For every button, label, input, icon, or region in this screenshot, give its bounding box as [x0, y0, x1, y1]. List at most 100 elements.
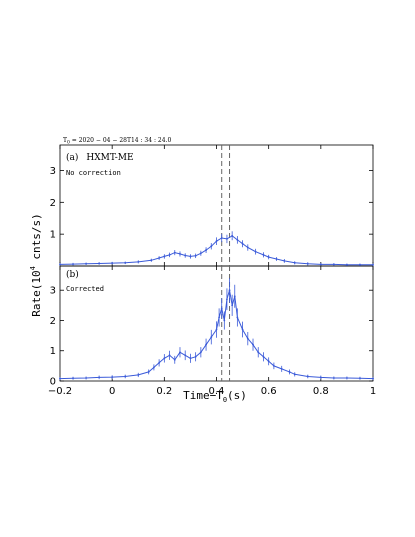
panel-b-data-point — [372, 377, 374, 380]
panel-b-data-point — [293, 373, 296, 376]
time-reference-header: T0 = 2020 − 04 − 28T14 : 34 : 24.0 — [63, 137, 171, 146]
panel-b-data-point — [220, 307, 223, 310]
panel-b-data-point — [173, 358, 176, 361]
panel-b-ytick-label: 3 — [50, 286, 56, 297]
panel-b-data-point — [85, 377, 87, 379]
panel-b-data-point — [210, 336, 213, 339]
panel-b-data-point — [257, 351, 260, 354]
panel-b-data-point — [205, 343, 207, 346]
panel-b-xtick-label: −0.2 — [48, 386, 72, 397]
panel-a-frame — [59, 144, 374, 267]
panel-a-data-point — [332, 263, 335, 266]
panel-a-data-point — [210, 245, 213, 248]
panel-b-data-point — [59, 377, 61, 380]
panel-b-data-point — [346, 377, 348, 379]
panel-a-series-line — [59, 235, 373, 266]
panel-a-data-point — [372, 263, 374, 266]
panel-b-data-point — [246, 337, 249, 340]
panel-b-data-point — [267, 360, 270, 363]
panel-a-plot: 1 2 3 — [50, 145, 374, 266]
panel-b-data-point — [223, 319, 226, 322]
panel-b-ytick-label: 0 — [50, 377, 56, 388]
panel-a-data-point — [283, 260, 286, 262]
panel-a-data-point — [226, 238, 228, 240]
panel-a-data-point — [231, 234, 234, 237]
panel-b-data-point — [280, 367, 283, 370]
panel-b-data-point — [137, 374, 140, 376]
panel-a-data-point — [59, 263, 61, 266]
panel-b-data-point — [194, 355, 197, 358]
panel-a-data-point — [254, 250, 257, 253]
panel-a-data-point — [215, 240, 218, 243]
panel-b-ytick-label: 2 — [50, 316, 56, 327]
panel-b-data-point — [184, 354, 187, 357]
panel-b-data-point — [252, 343, 254, 346]
panel-a-data-point — [72, 263, 74, 265]
panel-b-data-point — [163, 357, 166, 360]
panel-a-ytick-label: 3 — [50, 166, 56, 177]
panel-a-data-point — [111, 262, 114, 265]
panel-a-ytick-label: 2 — [50, 198, 56, 209]
panel-a-data-point — [168, 253, 171, 256]
panel-b-data-point — [199, 351, 202, 354]
panel-a-data-point — [194, 254, 197, 257]
panel-b-data-point — [306, 375, 309, 378]
panel-a-data-point — [137, 260, 140, 263]
panel-b-data-point — [147, 371, 150, 373]
panel-b-data-point — [226, 298, 228, 301]
panel-b-data-point — [332, 377, 335, 379]
panel-b-data-point — [98, 376, 101, 379]
panel-a-data-point — [85, 262, 87, 265]
y-axis-label: Rate(104 cnts/s) — [29, 213, 43, 317]
panel-a-data-point — [319, 263, 322, 266]
panel-a-data-point — [346, 263, 348, 266]
panel-b-data-point — [233, 295, 236, 298]
panel-b-data-point — [272, 364, 275, 367]
panel-a-ytick-label: 1 — [50, 230, 56, 241]
panel-b-xtick-label: 0 — [109, 386, 115, 397]
panel-b-data-point — [158, 361, 161, 364]
panel-a-data-point — [306, 262, 309, 265]
panel-a-data-point — [163, 255, 166, 258]
panel-a-data-point — [179, 253, 181, 255]
panel-b-ytick-label: 1 — [50, 346, 56, 357]
panel-a-data-point — [275, 258, 278, 260]
panel-b-tag: (b) — [66, 269, 79, 280]
panel-a-data-point — [262, 253, 265, 256]
panel-a-data-point — [158, 257, 161, 259]
panel-a-data-point — [220, 237, 223, 239]
panel-b-data-point — [189, 357, 192, 360]
panel-b-data-point — [124, 375, 127, 378]
panel-b-data-point — [241, 328, 244, 331]
panel-b-data-point — [153, 366, 155, 369]
panel-b-data-point — [228, 289, 231, 292]
panel-a-data-point — [98, 262, 101, 265]
panel-a-data-point — [236, 238, 239, 241]
panel-a-annotation: No correction — [66, 169, 121, 177]
panel-b-xtick-label: 0.6 — [261, 386, 277, 397]
panel-b-data-point — [288, 371, 291, 373]
panel-a-data-point — [189, 255, 192, 258]
panel-b-data-point — [168, 354, 171, 357]
panel-b-xtick-label: 1 — [370, 386, 376, 397]
panel-b-data-point — [72, 377, 74, 380]
panel-b-data-point — [236, 316, 239, 319]
panel-b-data-point — [231, 304, 234, 307]
panel-a-data-point — [184, 254, 187, 257]
panel-b-annotation: Corrected — [66, 285, 104, 293]
panel-b-xtick-label: 0.4 — [209, 386, 225, 397]
panel-b-data-point — [359, 377, 361, 380]
x-axis-label: Time−T0(s) — [183, 389, 247, 404]
panel-a-data-point — [124, 261, 127, 264]
panel-a-data-point — [205, 249, 207, 251]
panel-a-data-point — [267, 256, 270, 258]
panel-b-data-point — [218, 316, 221, 319]
panel-a-data-point — [241, 242, 244, 245]
panel-b-data-point — [262, 355, 265, 358]
panel-b-data-point — [319, 376, 322, 379]
panel-a-data-point — [359, 263, 361, 266]
panel-a-data-point — [173, 251, 176, 254]
panel-a-data-point — [150, 259, 153, 262]
